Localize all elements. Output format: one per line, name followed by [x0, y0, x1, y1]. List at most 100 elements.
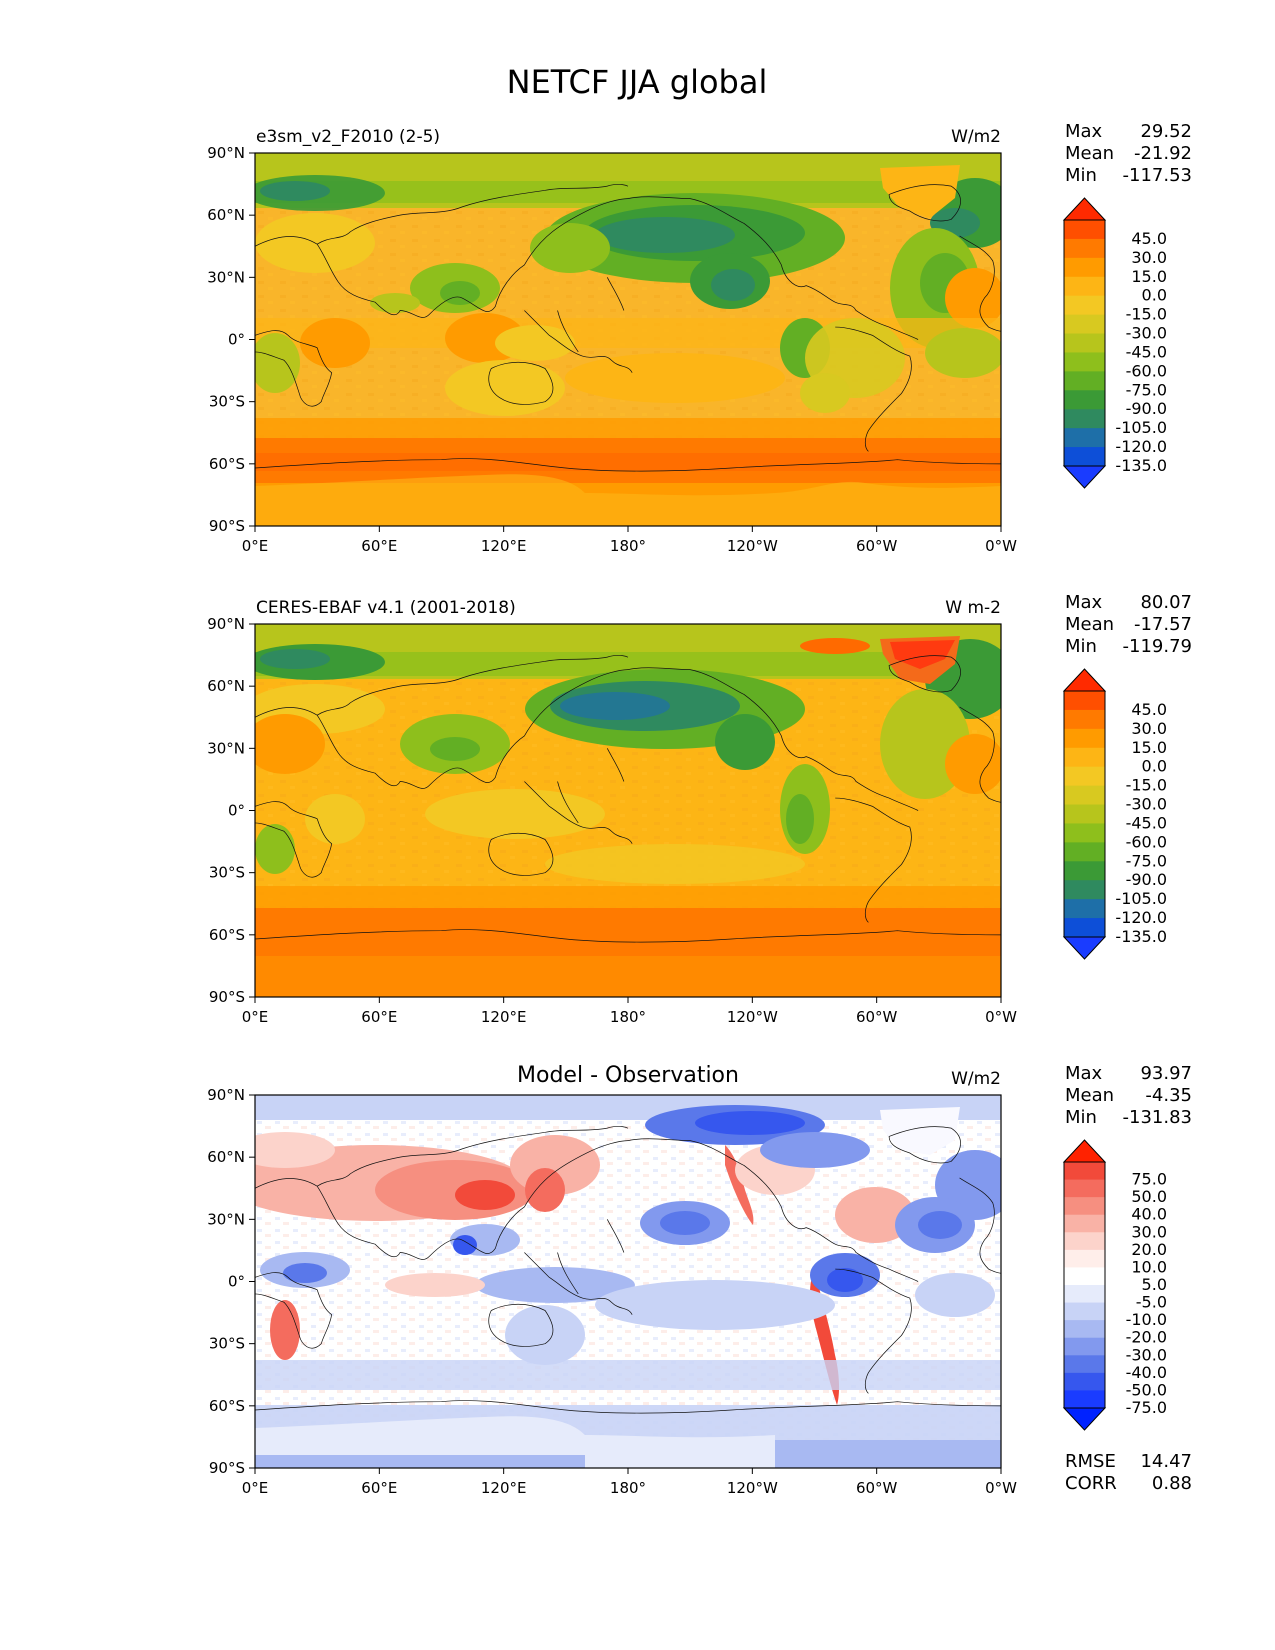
lat-tick-label: 30°S [209, 864, 245, 882]
metrics-block: RMSE 14.47 CORR 0.88 [1065, 1451, 1192, 1494]
colorbar: 45.030.015.00.0-15.0-30.0-45.0-60.0-75.0… [1062, 197, 1167, 489]
stat-label: Max [1065, 592, 1103, 613]
stat-value: 29.52 [1140, 121, 1192, 142]
lat-tick-label: 90°N [207, 615, 245, 633]
colorbar-segment [1064, 1249, 1105, 1268]
stat-value: 93.97 [1140, 1063, 1192, 1084]
stat-value: -119.79 [1123, 636, 1192, 657]
lat-tick-label: 30°S [209, 393, 245, 411]
lat-tick-label: 90°S [209, 517, 245, 535]
colorbar-label: -135.0 [1115, 927, 1167, 946]
lon-tick-label: 0°W [985, 1479, 1017, 1497]
lon-tick-label: 120°W [727, 537, 778, 555]
colorbar-segment [1064, 314, 1105, 335]
lon-tick-label: 0°W [985, 1008, 1017, 1026]
lon-tick-label: 120°W [727, 1008, 778, 1026]
colorbar-label: -40.0 [1126, 1363, 1167, 1382]
lat-tick-label: 90°N [207, 1086, 245, 1104]
lon-tick-label: 0°W [985, 537, 1017, 555]
colorbar-segment [1064, 295, 1105, 316]
lon-axis: 0°E 60°E 120°E 180° 120°W 60°W 0°W [242, 1468, 1017, 1497]
colorbar-segment [1064, 842, 1105, 862]
left-title: CERES-EBAF v4.1 (2001-2018) [256, 598, 516, 618]
figure-title: NETCF JJA global [507, 63, 768, 101]
coastlines-reference [255, 654, 1001, 943]
stat-value: 80.07 [1140, 592, 1192, 613]
colorbar-segment [1064, 1162, 1105, 1181]
lon-tick-label: 60°W [856, 1008, 898, 1026]
colorbar-segment [1064, 390, 1105, 410]
map-field-reference [255, 624, 1001, 997]
panel-reference: CERES-EBAF v4.1 (2001-2018) W m-2 90°N 60… [207, 592, 1192, 1026]
lon-axis: 0°E 60°E 120°E 180° 120°W 60°W 0°W [242, 526, 1017, 555]
lat-tick-label: 30°N [207, 739, 245, 757]
colorbar-label: -30.0 [1126, 1345, 1167, 1364]
stat-label: Max [1065, 121, 1103, 142]
lon-tick-label: 180° [610, 537, 646, 555]
colorbar-segment [1064, 747, 1105, 768]
colorbar-segment [1064, 428, 1105, 448]
colorbar-label: 75.0 [1131, 1170, 1167, 1189]
colorbar-segment [1064, 1320, 1105, 1339]
colorbar-label: -60.0 [1126, 361, 1167, 380]
stat-label: Mean [1065, 614, 1114, 635]
colorbar-extend-max [1062, 668, 1107, 692]
lat-tick-label: 60°S [209, 455, 245, 473]
lat-axis: 90°N 60°N 30°N 0° 30°S 60°S 90°S [207, 144, 255, 535]
colorbar-label: -90.0 [1126, 870, 1167, 889]
panel-diff: Model - Observation W/m2 90°N 60°N 30°N 0° 3… [207, 1063, 1192, 1497]
metric-label: CORR [1065, 1473, 1117, 1494]
colorbar-segment [1064, 709, 1105, 730]
colorbar-segment [1064, 691, 1105, 711]
colorbar-frame [1063, 219, 1106, 467]
stat-value: -4.35 [1145, 1085, 1192, 1106]
colorbar-label: 30.0 [1131, 248, 1167, 267]
colorbar-segment [1064, 899, 1105, 919]
colorbar-label: 50.0 [1131, 1187, 1167, 1206]
units-label: W m-2 [945, 598, 1001, 618]
colorbar-segment [1064, 220, 1105, 240]
stat-value: -21.92 [1134, 143, 1192, 164]
colorbar-label: 30.0 [1131, 1222, 1167, 1241]
colorbar-segment [1064, 1285, 1105, 1304]
colorbar-label: -45.0 [1126, 813, 1167, 832]
colorbar-label: -30.0 [1126, 324, 1167, 343]
colorbar-segment [1064, 447, 1105, 467]
lon-tick-label: 60°E [361, 1479, 397, 1497]
lon-tick-label: 120°E [481, 537, 527, 555]
colorbar-label: -105.0 [1115, 418, 1167, 437]
colorbar: 45.030.015.00.0-15.0-30.0-45.0-60.0-75.0… [1062, 668, 1167, 960]
colorbar-segment [1064, 728, 1105, 749]
lat-tick-label: 90°N [207, 144, 245, 162]
lon-tick-label: 0°E [242, 1479, 269, 1497]
colorbar-label: 0.0 [1142, 757, 1167, 776]
lat-tick-label: 60°N [207, 1148, 245, 1166]
colorbar-extend-max [1062, 1139, 1107, 1163]
colorbar-segment [1064, 1337, 1105, 1356]
stat-label: Min [1065, 1107, 1097, 1128]
stat-label: Mean [1065, 143, 1114, 164]
colorbar-label: 40.0 [1131, 1205, 1167, 1224]
colorbar-label: -20.0 [1126, 1328, 1167, 1347]
colorbar-label: -120.0 [1115, 908, 1167, 927]
lat-tick-label: 60°N [207, 677, 245, 695]
units-label: W/m2 [951, 127, 1001, 147]
colorbar-frame [1063, 1161, 1106, 1409]
colorbar-extend-max [1062, 197, 1107, 221]
colorbar-label: -50.0 [1126, 1380, 1167, 1399]
lat-tick-label: 60°S [209, 926, 245, 944]
colorbar-label: -120.0 [1115, 437, 1167, 456]
stats-block: Max 80.07 Mean -17.57 Min -119.79 [1065, 592, 1192, 657]
colorbar-label: 45.0 [1131, 700, 1167, 719]
coastlines-diff [255, 1125, 1001, 1414]
colorbar: 75.050.040.030.020.010.05.0-5.0-10.0-20.… [1062, 1139, 1167, 1431]
colorbar-segment [1064, 1355, 1105, 1374]
colorbar-extend-min [1062, 1407, 1107, 1431]
lon-tick-label: 0°E [242, 537, 269, 555]
stat-label: Min [1065, 165, 1097, 186]
colorbar-label: -10.0 [1126, 1310, 1167, 1329]
lat-tick-label: 0° [228, 1273, 245, 1291]
colorbar-segment [1064, 352, 1105, 372]
colorbar-label: 15.0 [1131, 738, 1167, 757]
